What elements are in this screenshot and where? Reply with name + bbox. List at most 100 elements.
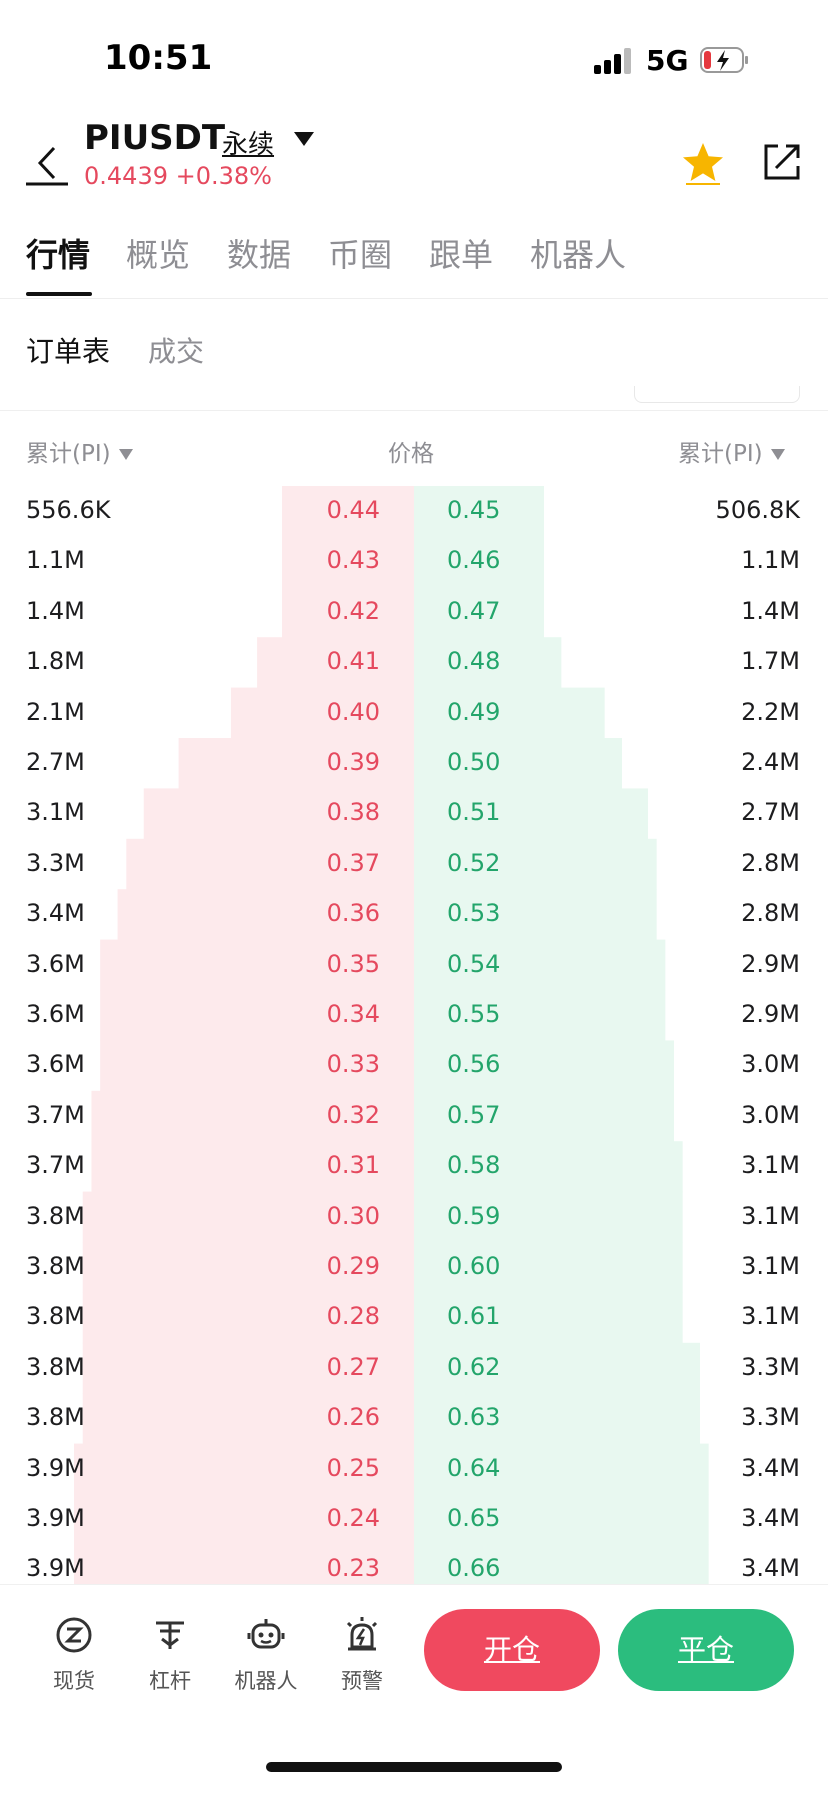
- ask-price-cell[interactable]: 0.64: [447, 1453, 501, 1482]
- tab-circle[interactable]: 币圈: [328, 236, 393, 274]
- ask-cumulative-cell[interactable]: 2.4M: [741, 748, 800, 776]
- ask-cumulative-cell[interactable]: 1.1M: [741, 546, 800, 575]
- bid-price-cell[interactable]: 0.42: [326, 596, 380, 625]
- ask-price-cell[interactable]: 0.46: [447, 546, 501, 575]
- bid-cumulative-cell[interactable]: 3.7M: [26, 1100, 85, 1129]
- bid-price-cell[interactable]: 0.30: [326, 1201, 380, 1230]
- bid-cumulative-cell[interactable]: 1.4M: [26, 596, 85, 625]
- ask-cumulative-cell[interactable]: 3.1M: [741, 1201, 800, 1230]
- ask-price-cell[interactable]: 0.57: [447, 1100, 501, 1129]
- ask-price-cell[interactable]: 0.54: [447, 949, 501, 978]
- ask-cumulative-cell[interactable]: 3.4M: [741, 1453, 800, 1482]
- ask-price-cell[interactable]: 0.66: [447, 1554, 501, 1583]
- ask-cumulative-cell[interactable]: 2.8M: [741, 899, 800, 928]
- ask-cumulative-cell[interactable]: 2.9M: [741, 1000, 800, 1028]
- back-icon[interactable]: [24, 138, 74, 188]
- bid-cumulative-cell[interactable]: 3.9M: [26, 1504, 85, 1532]
- bid-price-cell[interactable]: 0.41: [326, 647, 380, 676]
- ask-price-cell[interactable]: 0.47: [447, 596, 501, 625]
- bid-cumulative-cell[interactable]: 1.1M: [26, 546, 85, 575]
- tab-overview[interactable]: 概览: [126, 236, 191, 274]
- subtab-order-book[interactable]: 订单表: [26, 335, 111, 368]
- bid-price-cell[interactable]: 0.27: [326, 1352, 380, 1381]
- ask-cumulative-cell[interactable]: 3.1M: [741, 1302, 800, 1331]
- ask-price-cell[interactable]: 0.51: [447, 798, 501, 827]
- ask-price-cell[interactable]: 0.63: [447, 1403, 501, 1432]
- bid-cumulative-cell[interactable]: 2.7M: [26, 748, 85, 776]
- ask-price-cell[interactable]: 0.52: [447, 848, 501, 877]
- ask-price-cell[interactable]: 0.59: [447, 1201, 501, 1230]
- ask-cumulative-cell[interactable]: 3.4M: [741, 1504, 800, 1532]
- bid-price-cell[interactable]: 0.44: [326, 496, 380, 524]
- ask-price-cell[interactable]: 0.50: [447, 748, 501, 776]
- bid-cumulative-cell[interactable]: 3.8M: [26, 1252, 85, 1280]
- bid-cumulative-cell[interactable]: 1.8M: [26, 647, 85, 676]
- ask-cumulative-cell[interactable]: 2.2M: [741, 697, 800, 726]
- ask-price-cell[interactable]: 0.61: [447, 1302, 501, 1331]
- favorite-star-icon[interactable]: [680, 140, 726, 186]
- bid-cumulative-cell[interactable]: 3.6M: [26, 949, 85, 978]
- bid-price-cell[interactable]: 0.38: [326, 798, 380, 827]
- tool-spot[interactable]: 现货: [34, 1615, 114, 1695]
- bid-cumulative-cell[interactable]: 3.6M: [26, 1000, 85, 1028]
- bid-cumulative-cell[interactable]: 3.6M: [26, 1050, 85, 1079]
- ask-cumulative-cell[interactable]: 3.0M: [741, 1050, 800, 1079]
- ask-price-cell[interactable]: 0.58: [447, 1151, 501, 1180]
- bid-cumulative-cell[interactable]: 3.4M: [26, 899, 85, 928]
- ask-cumulative-cell[interactable]: 3.0M: [741, 1100, 800, 1129]
- bid-cumulative-cell[interactable]: 3.9M: [26, 1554, 85, 1583]
- bid-price-cell[interactable]: 0.25: [326, 1453, 380, 1482]
- subtab-trades[interactable]: 成交: [148, 335, 205, 368]
- ask-price-cell[interactable]: 0.60: [447, 1252, 501, 1280]
- tab-market[interactable]: 行情: [26, 236, 91, 274]
- bid-price-cell[interactable]: 0.43: [326, 546, 380, 575]
- bid-price-cell[interactable]: 0.28: [326, 1302, 380, 1331]
- bid-price-cell[interactable]: 0.31: [326, 1151, 380, 1180]
- bid-cumulative-cell[interactable]: 3.1M: [26, 798, 85, 827]
- bid-cumulative-cell[interactable]: 3.8M: [26, 1352, 85, 1381]
- ask-cumulative-cell[interactable]: 1.7M: [741, 647, 800, 676]
- contract-type-selector[interactable]: 永续: [222, 130, 275, 160]
- ask-cumulative-cell[interactable]: 3.3M: [741, 1352, 800, 1381]
- tool-alert[interactable]: 预警: [322, 1615, 402, 1695]
- share-icon[interactable]: [760, 140, 804, 184]
- close-position-button[interactable]: 平仓: [618, 1609, 794, 1691]
- precision-selector[interactable]: [634, 386, 800, 403]
- ask-price-cell[interactable]: 0.65: [447, 1504, 501, 1532]
- ask-cumulative-cell[interactable]: 3.3M: [741, 1403, 800, 1432]
- ask-cumulative-cell[interactable]: 506.8K: [715, 496, 800, 524]
- ask-price-cell[interactable]: 0.53: [447, 899, 501, 928]
- bid-price-cell[interactable]: 0.34: [326, 1000, 380, 1028]
- bid-cumulative-cell[interactable]: 3.8M: [26, 1201, 85, 1230]
- ask-price-cell[interactable]: 0.49: [447, 697, 501, 726]
- ask-price-cell[interactable]: 0.45: [447, 496, 501, 524]
- open-position-button[interactable]: 开仓: [424, 1609, 600, 1691]
- bid-price-cell[interactable]: 0.29: [326, 1252, 380, 1280]
- bid-price-cell[interactable]: 0.36: [326, 899, 380, 928]
- bid-price-cell[interactable]: 0.39: [326, 748, 380, 776]
- tab-copy-trade[interactable]: 跟单: [429, 236, 494, 274]
- bid-price-cell[interactable]: 0.23: [326, 1554, 380, 1583]
- ask-cumulative-cell[interactable]: 1.4M: [741, 596, 800, 625]
- ask-cumulative-header[interactable]: 累计(PI): [678, 434, 785, 468]
- ask-cumulative-cell[interactable]: 3.4M: [741, 1554, 800, 1583]
- bid-cumulative-cell[interactable]: 3.3M: [26, 848, 85, 877]
- chevron-down-icon[interactable]: [294, 132, 314, 146]
- ask-price-cell[interactable]: 0.55: [447, 1000, 501, 1028]
- bid-cumulative-cell[interactable]: 3.8M: [26, 1403, 85, 1432]
- bid-price-cell[interactable]: 0.33: [326, 1050, 380, 1079]
- ask-cumulative-cell[interactable]: 2.8M: [741, 848, 800, 877]
- ask-cumulative-cell[interactable]: 2.7M: [741, 798, 800, 827]
- tab-data[interactable]: 数据: [227, 236, 292, 274]
- bid-cumulative-header[interactable]: 累计(PI): [26, 434, 133, 468]
- tool-robot[interactable]: 机器人: [226, 1615, 306, 1695]
- ask-price-cell[interactable]: 0.56: [447, 1050, 501, 1079]
- ask-price-cell[interactable]: 0.62: [447, 1352, 501, 1381]
- ask-cumulative-cell[interactable]: 3.1M: [741, 1252, 800, 1280]
- bid-price-cell[interactable]: 0.35: [326, 949, 380, 978]
- tab-bot[interactable]: 机器人: [530, 236, 627, 274]
- bid-cumulative-cell[interactable]: 3.7M: [26, 1151, 85, 1180]
- bid-cumulative-cell[interactable]: 3.8M: [26, 1302, 85, 1331]
- ask-cumulative-cell[interactable]: 2.9M: [741, 949, 800, 978]
- bid-price-cell[interactable]: 0.40: [326, 697, 380, 726]
